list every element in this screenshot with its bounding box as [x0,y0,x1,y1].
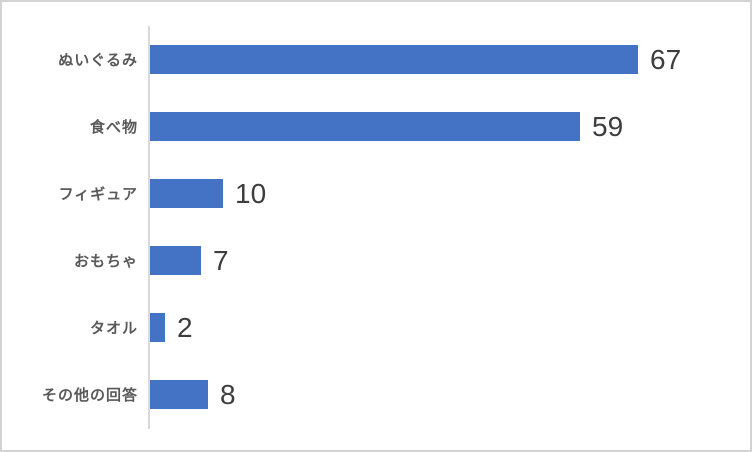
bar [150,45,638,74]
chart-row: 食べ物 59 [2,93,750,160]
y-axis-line [148,26,150,429]
category-label: その他の回答 [41,387,138,404]
chart-rows: ぬいぐるみ 67 食べ物 59 フィギュア 10 おもちゃ 7 タオル 2 その他の回答 8 [2,26,750,428]
bar-track: 2 [138,294,750,361]
bar [150,246,201,275]
value-label: 67 [650,43,682,75]
value-label: 8 [220,378,236,410]
value-label: 10 [235,177,267,209]
bar-track: 8 [138,361,750,428]
bar [150,179,223,208]
category-label: おもちゃ [73,253,138,270]
chart-row: ぬいぐるみ 67 [2,26,750,93]
bar [150,313,165,342]
bar-track: 59 [138,93,750,160]
category-label: タオル [89,320,138,337]
category-label: 食べ物 [89,119,138,136]
chart-row: その他の回答 8 [2,361,750,428]
chart-row: フィギュア 10 [2,160,750,227]
chart-row: タオル 2 [2,294,750,361]
bar [150,112,580,141]
chart-row: おもちゃ 7 [2,227,750,294]
value-label: 2 [177,311,193,343]
value-label: 59 [592,110,624,142]
bar-track: 10 [138,160,750,227]
category-label: フィギュア [58,186,138,203]
category-label: ぬいぐるみ [58,52,138,69]
bar-track: 67 [138,26,750,93]
value-label: 7 [213,244,229,276]
bar [150,380,208,409]
bar-track: 7 [138,227,750,294]
